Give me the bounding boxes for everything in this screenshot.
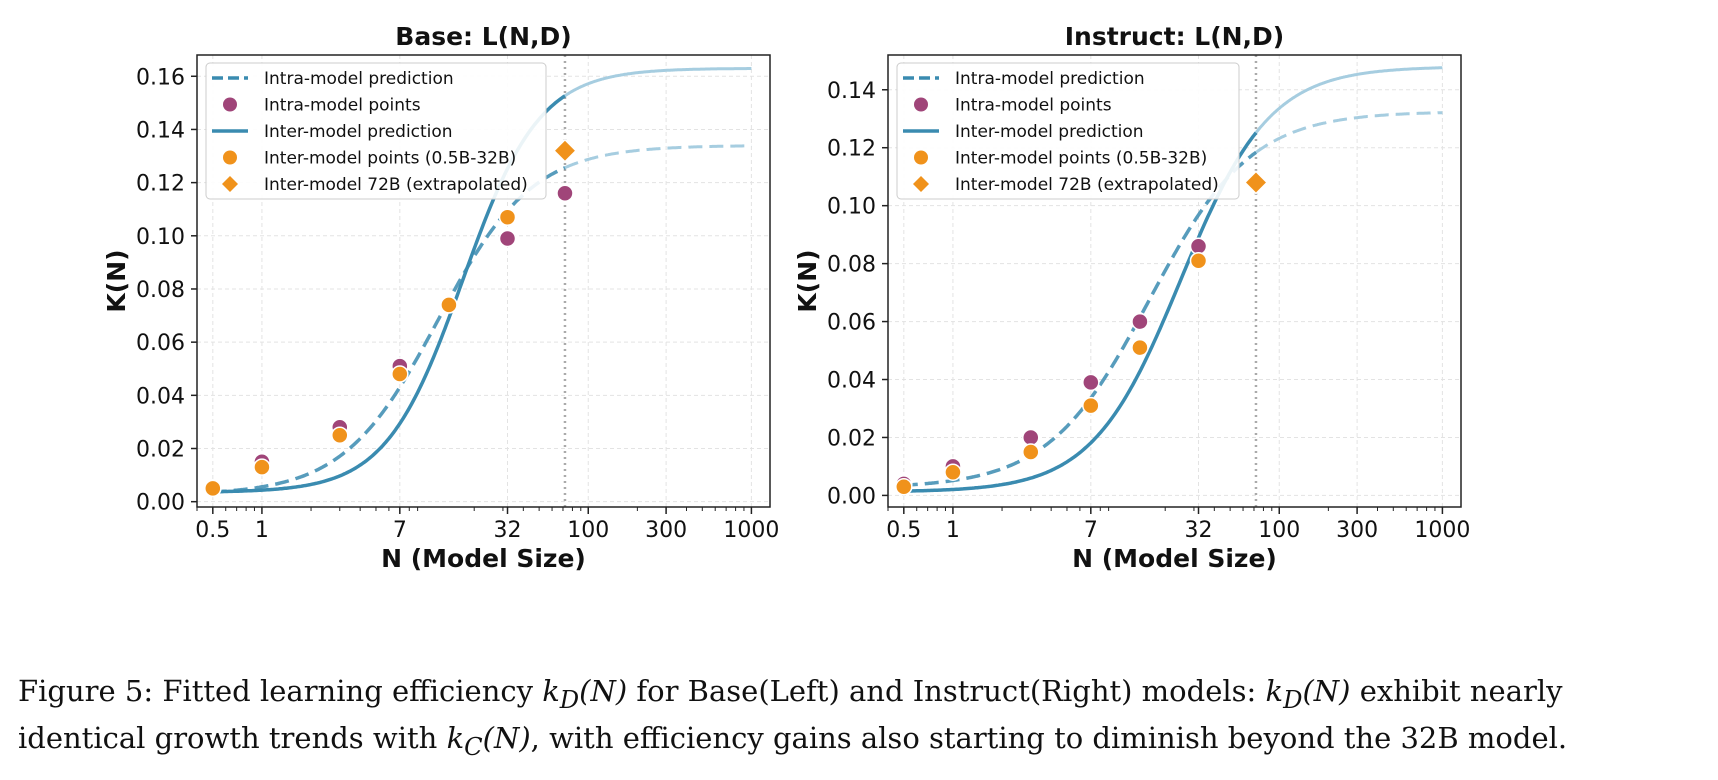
legend-label: Inter-model points (0.5B-32B)	[264, 149, 516, 169]
intra-prediction-extrapolated-line	[564, 144, 752, 170]
figure-caption: Figure 5: Fitted learning efficiency kD(…	[18, 672, 1708, 766]
legend-box	[896, 62, 1240, 200]
x-axis-label: N (Model Size)	[1072, 544, 1277, 573]
y-tick-label: 0.14	[136, 118, 185, 143]
y-tick-label: 0.06	[827, 311, 876, 336]
intra-point	[556, 184, 574, 203]
inter-point	[391, 365, 409, 383]
legend-swatch-intra-point	[223, 97, 237, 112]
x-tick-label: 1000	[723, 518, 779, 543]
intra-point	[1082, 373, 1100, 392]
y-tick-label: 0.16	[136, 65, 185, 90]
legend-swatch-intra-point	[914, 97, 928, 112]
x-tick-label: 32	[494, 518, 522, 543]
legend-label: Inter-model 72B (extrapolated)	[264, 175, 528, 195]
x-tick-label: 32	[1185, 518, 1213, 543]
x-tick-label: 0.5	[195, 518, 230, 543]
y-tick-label: 0.08	[827, 253, 876, 278]
caption-line-1: Figure 5: Fitted learning efficiency kD(…	[18, 674, 1563, 714]
legend-swatch-diamond	[913, 176, 929, 192]
inter-prediction-extrapolated-line	[1254, 66, 1443, 134]
legend: Intra-model prediction Intra-model points…	[896, 62, 1240, 200]
x-tick-label: 100	[567, 518, 609, 543]
x-tick-label: 1	[255, 518, 269, 543]
chart-panel-0: 0.00 0.02 0.04 0.06 0.08 0.10 0.12 0.14 0.16 0.5 1…	[102, 22, 779, 573]
x-tick-label: 100	[1258, 518, 1300, 543]
y-tick-label: 0.04	[136, 384, 185, 409]
y-tick-label: 0.02	[827, 426, 876, 451]
extrapolated-72b-point	[1243, 170, 1269, 195]
y-tick-label: 0.04	[827, 369, 876, 394]
inter-point	[204, 479, 222, 498]
inter-point	[1189, 251, 1208, 270]
chart-title: Instruct: L(N,D)	[1065, 22, 1284, 51]
y-tick-label: 0.10	[827, 195, 876, 220]
inter-point	[1131, 338, 1149, 357]
inter-point	[1022, 443, 1040, 461]
plot-frame	[887, 54, 1462, 508]
inter-point	[440, 296, 458, 314]
legend-swatch-inter-point	[223, 150, 237, 165]
chart-title: Base: L(N,D)	[395, 22, 571, 51]
x-axis-label: N (Model Size)	[381, 544, 586, 573]
y-tick-label: 0.06	[136, 331, 185, 356]
y-tick-label: 0.08	[136, 278, 185, 303]
x-tick-label: 7	[1084, 518, 1098, 543]
legend-label: Intra-model points	[264, 96, 421, 116]
legend-label: Inter-model points (0.5B-32B)	[955, 149, 1207, 169]
legend-label: Intra-model prediction	[264, 69, 454, 89]
inter-point	[944, 463, 962, 481]
legend-label: Inter-model prediction	[264, 122, 453, 142]
intra-point	[1022, 428, 1040, 447]
y-tick-label: 0.10	[136, 225, 185, 250]
y-axis-label: K(N)	[793, 249, 822, 312]
inter-point	[331, 426, 349, 444]
legend-label: Intra-model prediction	[955, 69, 1145, 89]
x-tick-label: 300	[1336, 518, 1378, 543]
figure: 0.00 0.02 0.04 0.06 0.08 0.10 0.12 0.14 0.16 0.5 1…	[102, 22, 1470, 573]
intra-point	[1131, 312, 1149, 331]
x-tick-label: 300	[645, 518, 687, 543]
legend-swatch-inter-point	[914, 150, 928, 165]
y-tick-label: 0.12	[827, 137, 876, 162]
x-tick-label: 0.5	[886, 518, 921, 543]
plot-frame	[196, 54, 771, 508]
inter-point	[895, 477, 913, 496]
legend-box	[205, 62, 547, 200]
extrapolated-72b-point	[552, 138, 578, 163]
intra-prediction-extrapolated-line	[1255, 111, 1443, 154]
inter-point	[253, 458, 271, 476]
caption-line-2: identical growth trends with kC(N), with…	[18, 720, 1568, 761]
legend-label: Intra-model points	[955, 96, 1112, 116]
y-tick-label: 0.00	[136, 491, 185, 516]
legend-swatch-diamond	[222, 176, 238, 192]
y-tick-label: 0.14	[827, 79, 876, 104]
y-tick-label: 0.00	[827, 484, 876, 509]
inter-point	[498, 208, 517, 226]
intra-point	[498, 229, 517, 248]
inter-prediction-extrapolated-line	[564, 67, 752, 97]
legend-label: Inter-model 72B (extrapolated)	[955, 175, 1219, 195]
x-tick-label: 1000	[1414, 518, 1470, 543]
intra-prediction-line	[903, 151, 1258, 487]
y-axis-label: K(N)	[102, 249, 131, 312]
legend: Intra-model prediction Intra-model points…	[205, 62, 547, 200]
legend-label: Inter-model prediction	[955, 122, 1144, 142]
y-tick-label: 0.02	[136, 438, 185, 463]
x-tick-label: 7	[393, 518, 407, 543]
inter-point	[1082, 396, 1100, 415]
chart-panel-1: 0.00 0.02 0.04 0.06 0.08 0.10 0.12 0.14 0.5 1 7 32 1…	[793, 22, 1470, 573]
intra-point	[1189, 237, 1208, 255]
y-tick-label: 0.12	[136, 172, 185, 197]
x-tick-label: 1	[946, 518, 960, 543]
